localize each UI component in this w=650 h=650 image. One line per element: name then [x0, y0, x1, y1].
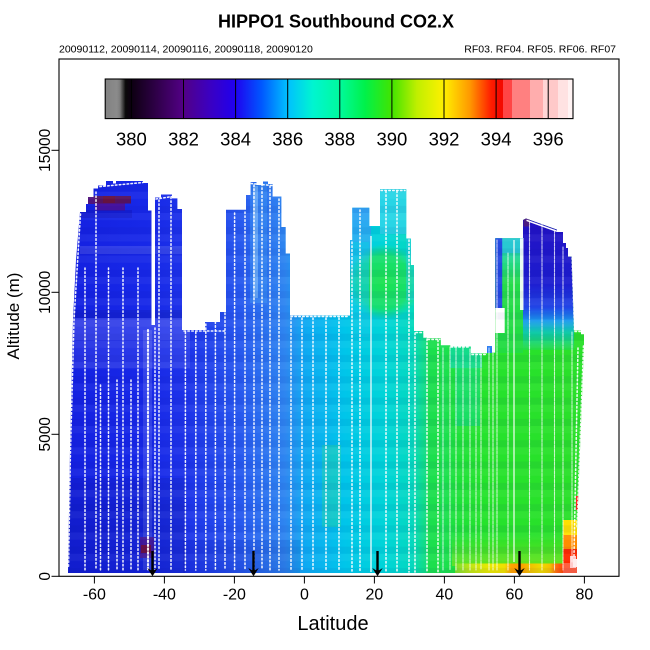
svg-text:394: 394 [481, 129, 512, 150]
svg-text:Latitude: Latitude [297, 613, 368, 635]
svg-text:20: 20 [366, 587, 384, 604]
svg-text:0: 0 [37, 572, 54, 581]
svg-text:384: 384 [220, 129, 251, 150]
svg-text:396: 396 [533, 129, 564, 150]
svg-text:-20: -20 [223, 587, 246, 604]
svg-text:-40: -40 [153, 587, 176, 604]
svg-text:40: 40 [436, 587, 454, 604]
svg-text:RF03. RF04. RF05. RF06. RF07: RF03. RF04. RF05. RF06. RF07 [464, 44, 616, 56]
svg-text:382: 382 [168, 129, 199, 150]
svg-text:10000: 10000 [37, 270, 54, 313]
svg-text:392: 392 [429, 129, 460, 150]
svg-text:20090112, 20090114, 20090116,: 20090112, 20090114, 20090116, 20090118, … [59, 44, 313, 56]
svg-text:0: 0 [300, 587, 309, 604]
svg-text:Altitude (m): Altitude (m) [4, 273, 23, 360]
svg-text:15000: 15000 [37, 128, 54, 171]
svg-text:390: 390 [376, 129, 407, 150]
svg-text:388: 388 [324, 129, 355, 150]
svg-text:380: 380 [116, 129, 147, 150]
svg-text:386: 386 [272, 129, 303, 150]
svg-text:-60: -60 [83, 587, 106, 604]
svg-text:HIPPO1 Southbound CO2.X: HIPPO1 Southbound CO2.X [218, 12, 454, 32]
svg-text:80: 80 [576, 587, 594, 604]
svg-text:60: 60 [506, 587, 524, 604]
svg-text:5000: 5000 [37, 417, 54, 452]
